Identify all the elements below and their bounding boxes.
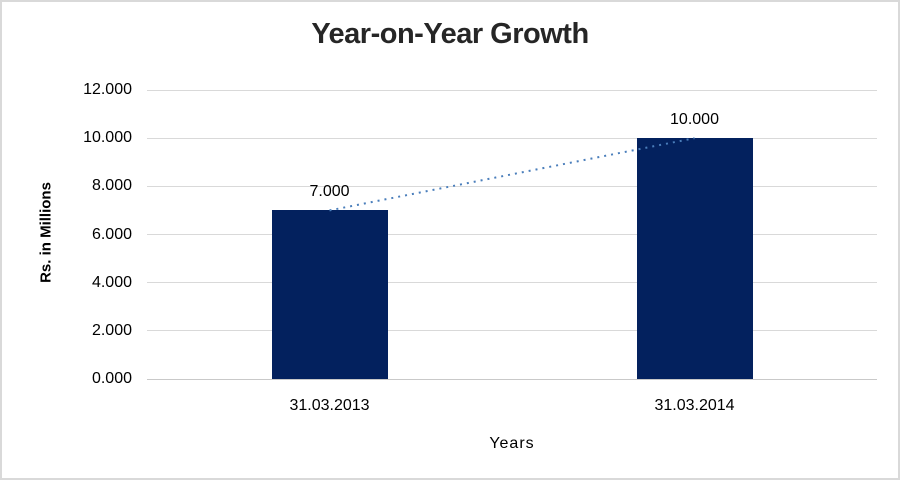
gridline [147,89,877,91]
y-tick-label: 0.000 [91,370,132,387]
trend-line [329,137,695,212]
bar-31.03.2014 [636,138,753,379]
y-tick-label: 10.000 [83,129,132,147]
gridline [147,137,877,139]
screenshot-left-edge-artifact [0,0,1,480]
gridline [147,185,877,187]
bar-value-label: 10.000 [670,111,719,129]
plot-area [147,89,877,380]
y-tick-label: 12.000 [83,81,132,98]
y-tick-label: 8.000 [91,177,132,195]
x-axis-title: Years [489,435,535,452]
gridline [147,234,877,235]
bar-value-label: 7.000 [309,183,350,201]
x-axis-line [147,378,877,380]
gridline [147,282,877,284]
x-tick-label: 31.03.2013 [289,397,370,414]
bar-31.03.2013 [271,210,388,379]
x-tick-label: 31.03.2014 [654,397,735,414]
y-tick-label: 6.000 [91,225,132,243]
gridline [147,330,877,332]
y-tick-label: 2.000 [91,321,132,339]
chart-title: Year-on-Year Growth [311,18,589,50]
y-tick-label: 4.000 [91,273,132,291]
